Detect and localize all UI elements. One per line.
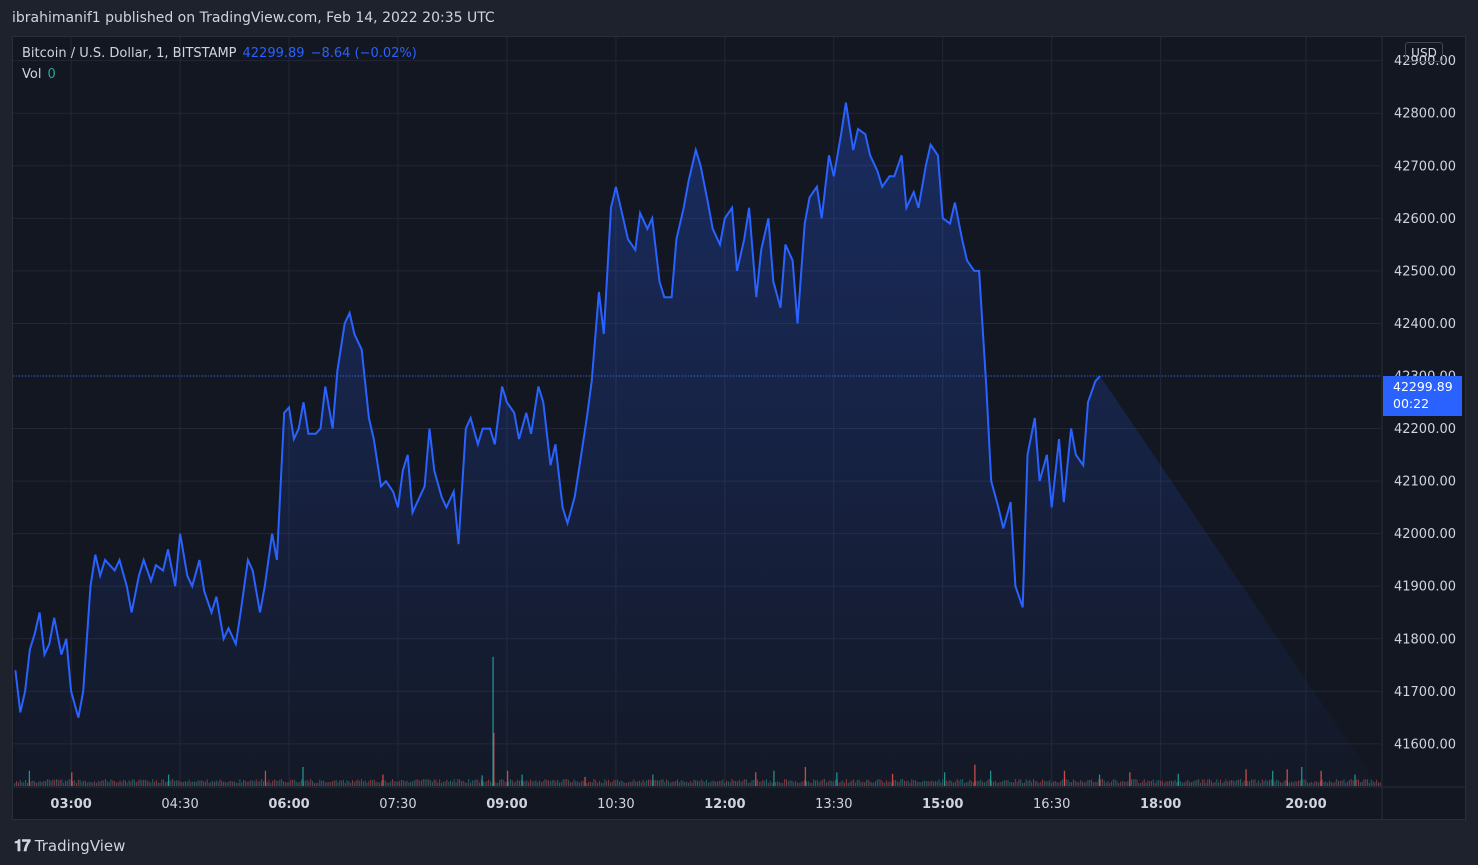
x-tick-label: 04:30 <box>161 797 198 812</box>
tradingview-mark-icon: 𝟏𝟕 <box>14 836 31 855</box>
volume-value: 0 <box>47 67 56 82</box>
x-tick-label: 10:30 <box>597 797 634 812</box>
x-tick-label: 18:00 <box>1140 797 1181 812</box>
tradingview-brand: TradingView <box>34 837 126 855</box>
y-tick-label: 41700.00 <box>1394 685 1456 700</box>
x-tick-label: 09:00 <box>486 797 527 812</box>
volume-bar <box>14 782 16 786</box>
y-tick-label: 42600.00 <box>1394 212 1456 227</box>
volume-bar <box>1379 782 1381 786</box>
last-price-tag: 42299.89 00:22 <box>1383 376 1462 416</box>
tradingview-logo[interactable]: 𝟏𝟕 TradingView <box>14 836 125 856</box>
legend-price: 42299.89 <box>242 46 305 61</box>
price-line <box>14 102 1101 718</box>
y-tick-label: 41600.00 <box>1394 737 1456 752</box>
y-tick-label: 42100.00 <box>1394 475 1456 490</box>
volume-legend[interactable]: Vol 0 <box>22 67 56 82</box>
y-tick-label: 41800.00 <box>1394 632 1456 647</box>
x-tick-label: 07:30 <box>379 797 416 812</box>
volume-bar <box>1377 782 1379 786</box>
currency-button[interactable]: USD <box>1405 42 1443 62</box>
y-tick-label: 42400.00 <box>1394 317 1456 332</box>
time-axis[interactable]: 03:00 04:30 06:00 07:30 09:00 10:30 12:00 13:30… <box>50 797 1326 812</box>
x-tick-label: 06:00 <box>268 797 309 812</box>
x-tick-label: 15:00 <box>922 797 963 812</box>
published-info: ibrahimanif1 published on TradingView.co… <box>12 10 495 26</box>
y-tick-label: 42500.00 <box>1394 264 1456 279</box>
y-tick-label: 42800.00 <box>1394 107 1456 122</box>
symbol-name: Bitcoin / U.S. Dollar, 1, BITSTAMP <box>22 46 237 61</box>
x-tick-label: 13:30 <box>815 797 852 812</box>
y-tick-label: 42200.00 <box>1394 422 1456 437</box>
symbol-legend[interactable]: Bitcoin / U.S. Dollar, 1, BITSTAMP 42299.… <box>22 46 417 61</box>
volume-bar <box>1376 779 1378 786</box>
x-tick-label: 03:00 <box>50 797 91 812</box>
x-tick-label: 12:00 <box>704 797 745 812</box>
bar-countdown: 00:22 <box>1393 396 1430 411</box>
y-tick-label: 41900.00 <box>1394 580 1456 595</box>
x-tick-label: 16:30 <box>1033 797 1070 812</box>
y-tick-label: 42000.00 <box>1394 527 1456 542</box>
footer-bar <box>0 820 1478 865</box>
last-price-value: 42299.89 <box>1393 379 1453 394</box>
price-area-fill <box>15 102 1379 787</box>
y-tick-label: 42700.00 <box>1394 159 1456 174</box>
legend-change: −8.64 (−0.02%) <box>310 46 417 61</box>
volume-label: Vol <box>22 67 42 82</box>
x-tick-label: 20:00 <box>1285 797 1326 812</box>
top-bar: ibrahimanif1 published on TradingView.co… <box>0 0 1478 36</box>
